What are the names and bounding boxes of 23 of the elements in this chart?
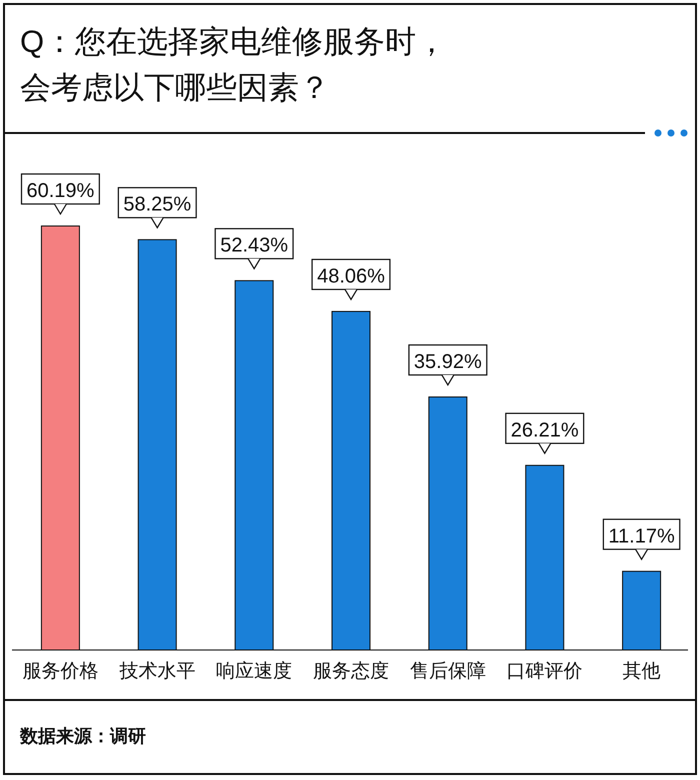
title: Q：您在选择家电维修服务时，会考虑以下哪些因素？ [20,24,448,105]
data-label: 52.43% [220,234,288,257]
data-label: 26.21% [510,419,579,442]
value-label: 26.21% [505,412,584,455]
category: 其他 [622,661,661,682]
data-label: 11.17% [608,525,675,548]
data-label: 58.25% [123,194,192,216]
value-label: 35.92% [408,344,488,386]
category: 服务价格 [22,661,98,682]
category: 响应速度 [216,661,292,682]
value-label: 11.17% [602,518,680,560]
data-label: 60.19% [26,180,95,202]
value-label: 52.43% [214,228,294,270]
category: 口碑评价 [506,661,583,682]
category: 技术水平 [119,661,196,682]
category: 服务态度 [313,661,389,682]
data-label: 48.06% [317,265,386,288]
value-label: 60.19% [20,173,100,216]
annotation: 数据来源：调研 [20,726,146,746]
value-label: 58.25% [118,187,197,229]
category: 售后保障 [410,661,486,682]
value-label: 48.06% [311,258,391,301]
data-label: 35.92% [414,350,482,373]
